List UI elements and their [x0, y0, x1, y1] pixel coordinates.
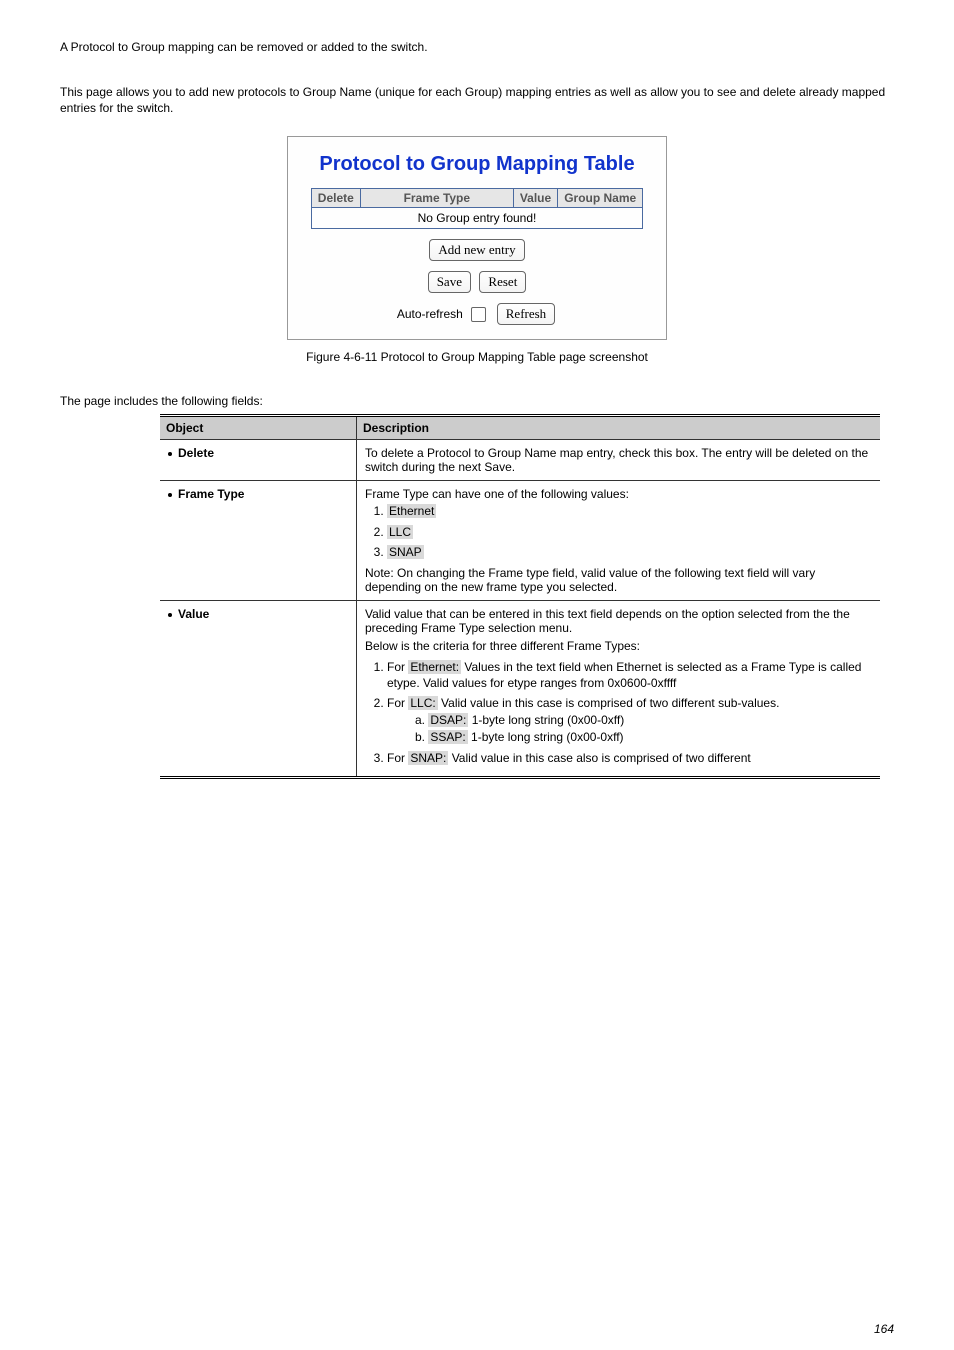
frame-type-lead: Frame Type can have one of the following… [365, 487, 872, 501]
add-new-entry-button[interactable]: Add new entry [429, 239, 524, 261]
obj-frame-type-label: Frame Type [178, 487, 244, 501]
figure-title: Protocol to Group Mapping Table [298, 153, 656, 176]
auto-refresh-label: Auto-refresh [397, 307, 463, 321]
value-sub: Below is the criteria for three differen… [365, 639, 872, 653]
desc-delete: To delete a Protocol to Group Name map e… [357, 440, 881, 481]
fields-intro: The page includes the following fields: [60, 394, 894, 408]
value-ethernet: For Ethernet: Values in the text field w… [387, 659, 872, 691]
obj-value: Value [160, 600, 357, 778]
figure-caption: Figure 4-6-11 Protocol to Group Mapping … [60, 350, 894, 364]
description-table: Object Description Delete To delete a Pr… [160, 414, 880, 779]
desc-value: Valid value that can be entered in this … [357, 600, 881, 778]
desc-header-description: Description [357, 416, 881, 440]
intro-paragraph: This page allows you to add new protocol… [60, 84, 894, 116]
desc-header-object: Object [160, 416, 357, 440]
figure-screenshot: Protocol to Group Mapping Table Delete F… [287, 136, 667, 340]
frame-type-opt-ethernet: Ethernet [387, 503, 872, 519]
empty-message: No Group entry found! [311, 208, 642, 229]
obj-delete: Delete [160, 440, 357, 481]
col-value: Value [513, 189, 557, 208]
col-delete: Delete [311, 189, 360, 208]
obj-frame-type: Frame Type [160, 481, 357, 601]
frame-type-note: Note: On changing the Frame type field, … [365, 566, 872, 594]
value-lead: Valid value that can be entered in this … [365, 607, 872, 635]
obj-delete-label: Delete [178, 446, 214, 460]
refresh-button[interactable]: Refresh [497, 303, 555, 325]
reset-button[interactable]: Reset [479, 271, 526, 293]
auto-refresh-checkbox[interactable] [471, 307, 486, 322]
col-frame-type: Frame Type [360, 189, 513, 208]
save-button[interactable]: Save [428, 271, 471, 293]
col-group-name: Group Name [558, 189, 643, 208]
mapping-table: Delete Frame Type Value Group Name No Gr… [311, 188, 643, 229]
value-snap: For SNAP: Valid value in this case also … [387, 750, 872, 766]
obj-value-label: Value [178, 607, 209, 621]
frame-type-opt-snap: SNAP [387, 544, 872, 560]
frame-type-opt-llc: LLC [387, 524, 872, 540]
page-number: 164 [874, 1322, 894, 1336]
value-llc: For LLC: Valid value in this case is com… [387, 695, 872, 746]
top-line: A Protocol to Group mapping can be remov… [60, 40, 894, 54]
desc-frame-type: Frame Type can have one of the following… [357, 481, 881, 601]
